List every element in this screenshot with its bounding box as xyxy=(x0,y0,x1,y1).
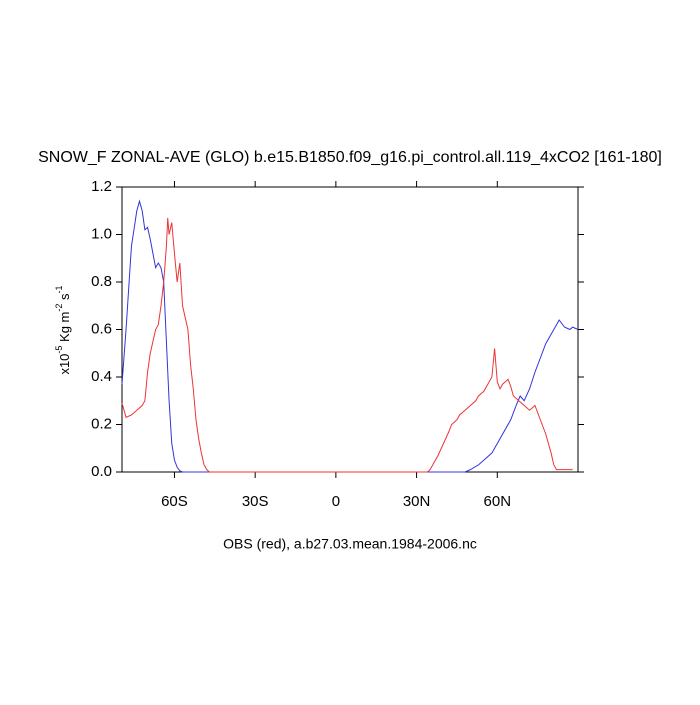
y-axis-label: x10-5 Kg m-2 s-1 xyxy=(54,285,72,374)
x-tick-label: 30S xyxy=(242,493,269,510)
plot-frame xyxy=(121,186,579,473)
x-tick-label: 60S xyxy=(161,493,188,510)
y-label-part: s xyxy=(57,293,72,304)
y-tick-label: 1.0 xyxy=(91,225,112,242)
y-tick-label: 0.2 xyxy=(91,415,112,432)
x-tick-label: 60N xyxy=(484,493,512,510)
data-line xyxy=(121,199,579,473)
y-label-part: x10 xyxy=(57,354,72,375)
y-tick-label: 0.6 xyxy=(91,320,112,337)
x-tick-label: 30N xyxy=(403,493,431,510)
chart-title: SNOW_F ZONAL-AVE (GLO) b.e15.B1850.f09_g… xyxy=(38,149,662,166)
y-tick-label: 0.0 xyxy=(91,463,112,480)
x-tick-label: 0 xyxy=(332,493,340,510)
y-label-part: -5 xyxy=(54,346,64,354)
y-tick-label: 1.2 xyxy=(91,178,112,195)
y-tick-label: 0.4 xyxy=(91,368,112,385)
y-label-part: -2 xyxy=(54,304,64,312)
y-label-part: Kg m xyxy=(57,312,72,346)
y-tick-label: 0.8 xyxy=(91,273,112,290)
y-label-part: -1 xyxy=(54,285,64,293)
x-axis-label: OBS (red), a.b27.03.mean.1984-2006.nc xyxy=(223,536,477,552)
data-line xyxy=(121,217,573,473)
